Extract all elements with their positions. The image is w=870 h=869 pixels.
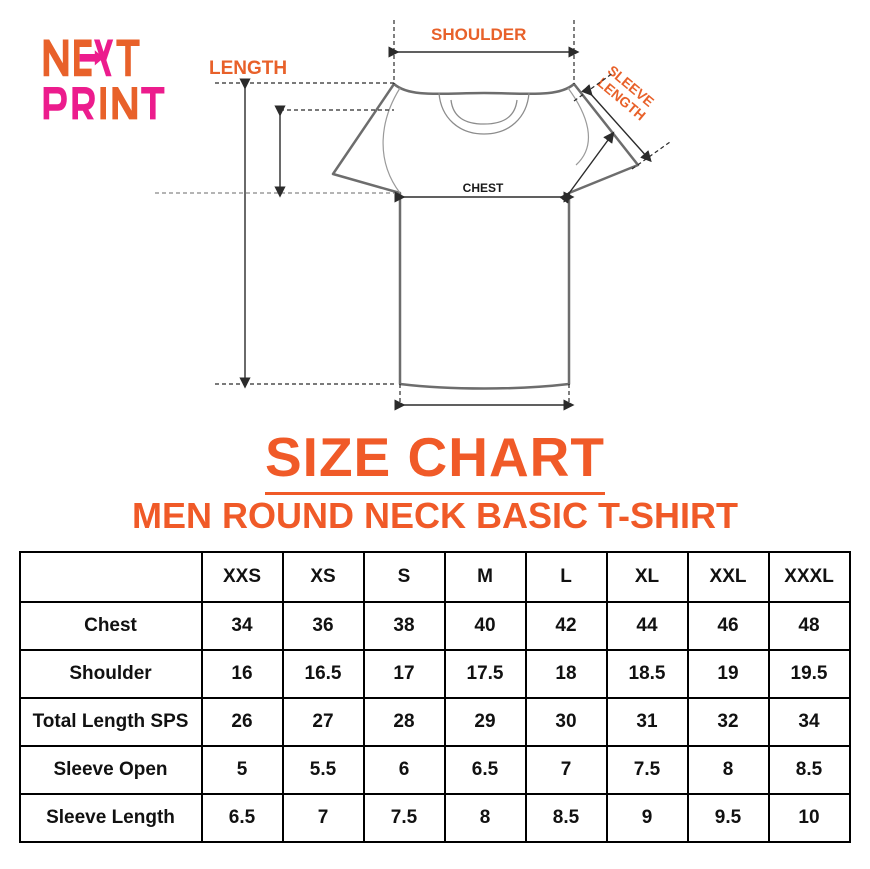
svg-text:CHEST: CHEST: [463, 181, 504, 195]
